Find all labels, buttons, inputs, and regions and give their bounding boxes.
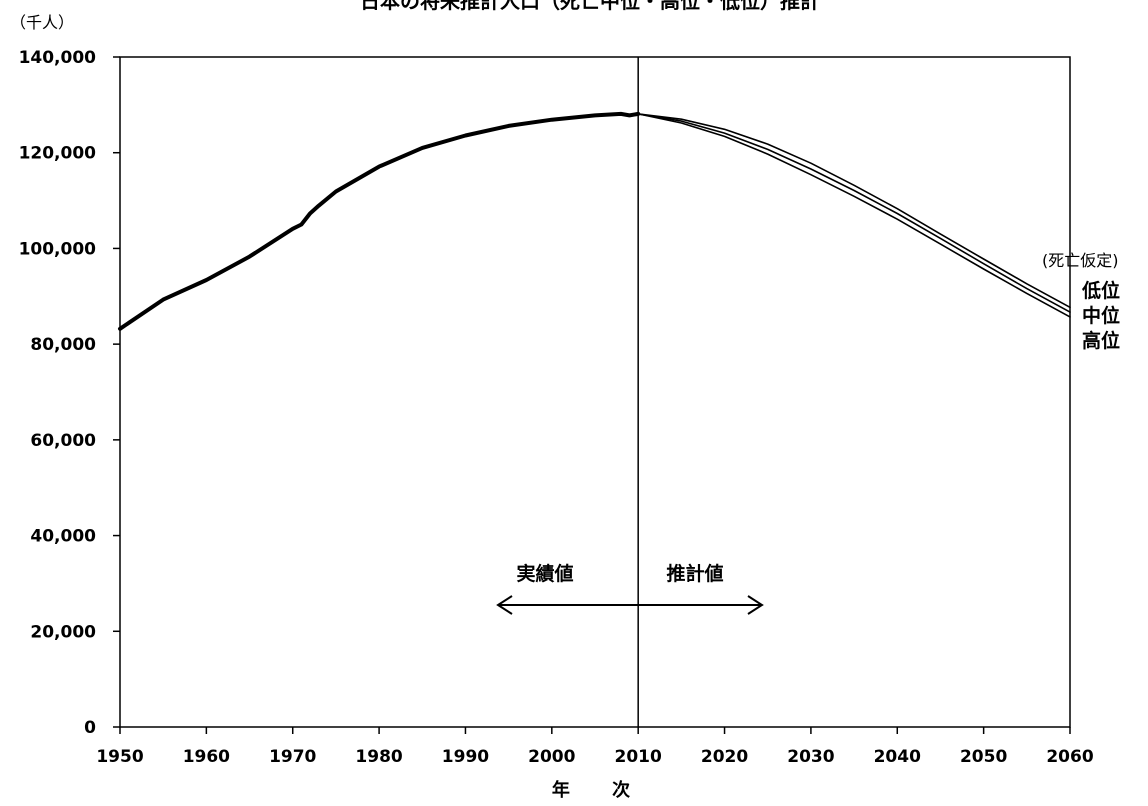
annotation-actual: 実績値: [516, 562, 573, 585]
x-tick-label: 1990: [442, 747, 489, 767]
x-tick-label: 2040: [874, 747, 921, 767]
x-tick-label: 1970: [269, 747, 316, 767]
x-tick-label: 2030: [787, 747, 834, 767]
y-tick-label: 120,000: [19, 144, 97, 164]
y-unit-label: （千人）: [10, 13, 74, 32]
series-line-1: [637, 113, 1071, 309]
y-tick-label: 60,000: [30, 431, 96, 451]
annotation-projected: 推計値: [666, 562, 723, 585]
y-tick-label: 20,000: [30, 622, 96, 642]
x-axis-ticks: 1950 1960 1970 1980 1990 2000 2010 2020 2030 2040…: [96, 727, 1094, 767]
x-tick-label: 2020: [701, 747, 748, 767]
y-tick-label: 100,000: [19, 239, 97, 259]
series-line-3: [637, 113, 1071, 318]
y-tick-label: 40,000: [30, 527, 96, 547]
y-tick-label: 80,000: [30, 335, 96, 355]
x-tick-label: 2000: [528, 747, 575, 767]
legend-entry-high: 高位: [1082, 329, 1120, 352]
legend-entry-low: 低位: [1081, 279, 1120, 302]
x-tick-label: 1950: [96, 747, 143, 767]
legend-entry-mid: 中位: [1082, 304, 1120, 327]
x-tick-label: 2060: [1046, 747, 1093, 767]
chart-title: 日本の将来推計人口（死亡中位・高位・低位）推計: [360, 0, 820, 13]
double-arrow: [496, 595, 764, 615]
y-tick-label: 0: [84, 718, 96, 738]
x-tick-label: 1980: [355, 747, 402, 767]
y-axis-ticks: 0 20,000 40,000 60,000 80,000 100,000 120,000 1…: [19, 48, 120, 738]
x-tick-label: 2050: [960, 747, 1007, 767]
x-axis-label: 年 次: [552, 779, 648, 801]
x-tick-label: 1960: [183, 747, 230, 767]
series-lines: [118, 111, 1071, 331]
series-line-2: [637, 113, 1071, 313]
plot-area: [119, 56, 1071, 728]
legend-title: (死亡仮定): [1042, 251, 1119, 270]
x-tick-label: 2010: [615, 747, 662, 767]
series-line-0: [118, 111, 641, 331]
y-tick-label: 140,000: [19, 48, 97, 68]
